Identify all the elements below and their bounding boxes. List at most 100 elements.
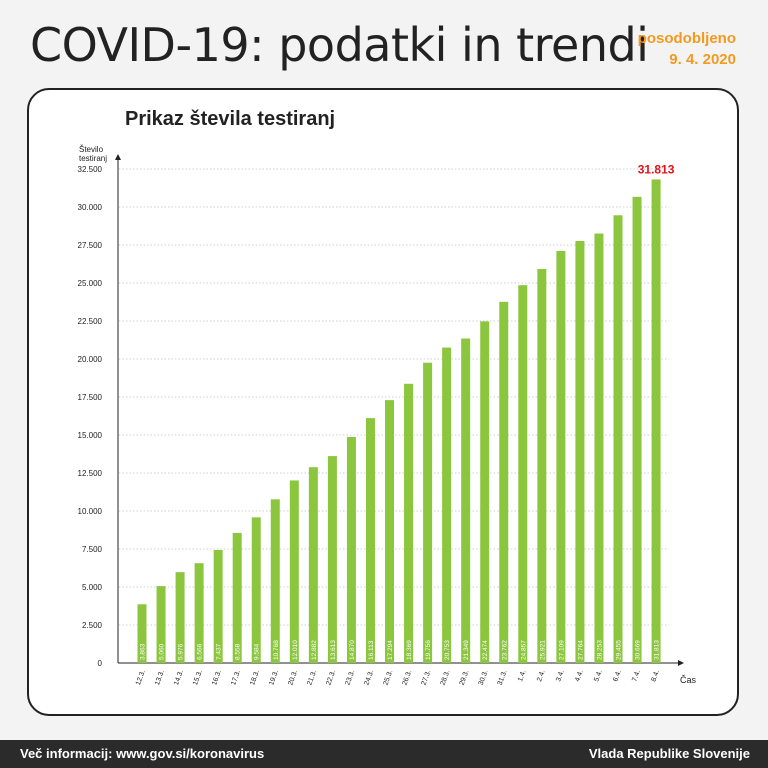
bar-value-label: 9.584 bbox=[254, 643, 261, 660]
x-tick-label: 13.3. bbox=[154, 669, 166, 686]
bar bbox=[175, 572, 185, 663]
bar bbox=[251, 517, 261, 663]
x-tick-label: 15.3. bbox=[192, 669, 204, 686]
x-axis-arrow bbox=[678, 660, 684, 666]
bar-value-label: 27.109 bbox=[558, 640, 565, 660]
y-tick-label: 15.000 bbox=[78, 431, 103, 440]
x-tick-label: 30.3. bbox=[478, 669, 490, 686]
bar-value-label: 6.566 bbox=[197, 643, 204, 660]
bar-value-label: 28.253 bbox=[596, 640, 603, 660]
bar-value-label: 14.870 bbox=[349, 640, 356, 660]
x-tick-label: 3.4. bbox=[555, 669, 566, 682]
x-tick-label: 26.3. bbox=[402, 669, 414, 686]
bar bbox=[632, 196, 642, 663]
bar bbox=[327, 456, 337, 663]
bar bbox=[308, 467, 318, 663]
y-axis-arrow bbox=[115, 154, 121, 160]
x-tick-label: 12.3. bbox=[135, 669, 147, 686]
x-tick-label: 21.3. bbox=[306, 669, 318, 686]
x-tick-label: 5.4. bbox=[593, 669, 604, 682]
bar bbox=[137, 604, 147, 663]
x-tick-label: 8.4. bbox=[650, 669, 661, 682]
bar bbox=[594, 233, 604, 664]
y-tick-label: 0 bbox=[98, 659, 103, 668]
bar bbox=[499, 301, 509, 663]
bar bbox=[213, 549, 223, 663]
x-tick-label: 6.4. bbox=[612, 669, 623, 682]
bar bbox=[537, 269, 547, 663]
bar-value-label: 13.613 bbox=[330, 640, 337, 660]
y-tick-label: 32.500 bbox=[78, 165, 103, 174]
y-tick-label: 2.500 bbox=[82, 621, 103, 630]
footer-info-link[interactable]: Več informacij: www.gov.si/koronavirus bbox=[20, 746, 265, 761]
latest-value-label: 31.813 bbox=[638, 162, 675, 176]
bar-value-label: 27.764 bbox=[577, 640, 584, 660]
bar bbox=[404, 383, 414, 663]
bar bbox=[365, 418, 375, 663]
y-tick-label: 27.500 bbox=[78, 241, 103, 250]
bar-value-label: 7.437 bbox=[216, 643, 223, 660]
bar bbox=[385, 400, 395, 663]
x-tick-label: 16.3. bbox=[211, 669, 223, 686]
x-tick-label: 22.3. bbox=[325, 669, 337, 686]
bar-value-label: 19.756 bbox=[425, 640, 432, 660]
bar bbox=[232, 532, 242, 663]
x-tick-label: 4.4. bbox=[574, 669, 585, 682]
y-axis-title-line1: Število bbox=[79, 145, 104, 154]
bar-value-label: 5.060 bbox=[159, 643, 166, 660]
bar-value-label: 24.857 bbox=[520, 640, 527, 660]
bar bbox=[156, 586, 166, 663]
x-tick-label: 2.4. bbox=[536, 669, 547, 682]
bar-chart: 0 2.500 5.000 7.500 10.000 12.500 15.000 17.500… bbox=[78, 145, 697, 686]
bar-value-label: 23.762 bbox=[501, 640, 508, 660]
update-info: posodobljeno 9. 4. 2020 bbox=[638, 28, 736, 70]
bar-value-label: 20.753 bbox=[444, 640, 451, 660]
y-tick-label: 30.000 bbox=[78, 203, 103, 212]
updated-label: posodobljeno bbox=[637, 30, 736, 47]
bar-value-label: 12.010 bbox=[292, 640, 299, 660]
footer-bar: Več informacij: www.gov.si/koronavirus V… bbox=[0, 740, 768, 768]
bar bbox=[423, 362, 433, 663]
x-tick-label: 14.3. bbox=[173, 669, 185, 686]
x-tick-label: 27.3. bbox=[421, 669, 433, 686]
y-tick-label: 12.500 bbox=[78, 469, 103, 478]
bar-value-label: 31.813 bbox=[654, 640, 661, 660]
bar-value-label: 12.882 bbox=[311, 640, 318, 660]
bar-value-label: 8.558 bbox=[235, 643, 242, 660]
x-tick-label: 19.3. bbox=[268, 669, 280, 686]
bar-value-label: 30.669 bbox=[635, 640, 642, 660]
bar-value-label: 21.349 bbox=[463, 640, 470, 660]
bar bbox=[556, 250, 566, 663]
bar-value-label: 18.369 bbox=[406, 640, 413, 660]
page-title: COVID-19: podatki in trendi bbox=[30, 18, 649, 72]
bar-value-label: 29.455 bbox=[616, 640, 623, 660]
bar-value-label: 5.976 bbox=[178, 643, 185, 660]
x-tick-label: 28.3. bbox=[440, 669, 452, 686]
x-tick-label: 31.3. bbox=[497, 669, 509, 686]
x-tick-label: 25.3. bbox=[382, 669, 394, 686]
bar-value-label: 3.863 bbox=[140, 643, 147, 660]
y-tick-label: 7.500 bbox=[82, 545, 103, 554]
bar-value-label: 10.768 bbox=[273, 640, 280, 660]
y-tick-label: 25.000 bbox=[78, 279, 103, 288]
x-tick-label: 1.4. bbox=[517, 669, 528, 682]
x-tick-label: 20.3. bbox=[287, 669, 299, 686]
x-tick-label: 24.3. bbox=[363, 669, 375, 686]
y-tick-label: 5.000 bbox=[82, 583, 103, 592]
bar bbox=[289, 480, 299, 663]
bar bbox=[461, 338, 471, 663]
updated-date: 9. 4. 2020 bbox=[669, 51, 736, 68]
x-tick-label: 17.3. bbox=[230, 669, 242, 686]
x-tick-label: 7.4. bbox=[631, 669, 642, 682]
y-tick-label: 10.000 bbox=[78, 507, 103, 516]
bar-value-label: 16.113 bbox=[368, 640, 375, 660]
y-axis-title-line2: testiranj bbox=[79, 154, 107, 163]
bar bbox=[270, 499, 280, 663]
bar bbox=[194, 563, 204, 663]
bar bbox=[346, 436, 356, 663]
bar bbox=[651, 179, 661, 664]
bar bbox=[613, 215, 623, 663]
x-axis-title: Čas bbox=[680, 675, 697, 685]
x-tick-label: 23.3. bbox=[344, 669, 356, 686]
y-tick-label: 20.000 bbox=[78, 355, 103, 364]
